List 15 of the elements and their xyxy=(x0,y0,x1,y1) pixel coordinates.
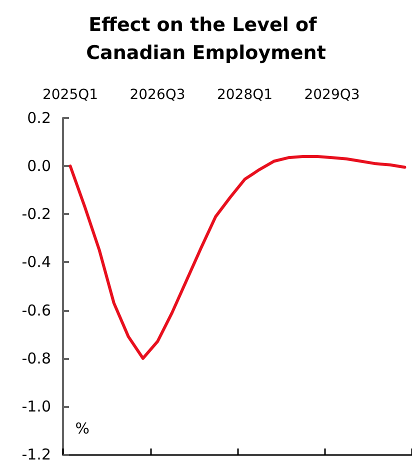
x-tick-label: 2026Q3 xyxy=(130,87,186,103)
x-tick-label: 2029Q3 xyxy=(304,87,360,103)
chart-title: Effect on the Level of Canadian Employment xyxy=(86,14,326,64)
y-tick-label: 0.2 xyxy=(27,109,51,127)
y-tick-label: -1.0 xyxy=(22,397,51,416)
y-tick-label: -0.8 xyxy=(22,349,51,368)
line-series xyxy=(68,154,406,360)
y-tick-label: -1.2 xyxy=(22,446,51,462)
y-axis-title: % xyxy=(75,419,90,438)
y-tick-label: -0.4 xyxy=(22,253,51,272)
x-tick-label: 2025Q1 xyxy=(42,87,98,103)
y-tick-label: 0.0 xyxy=(27,157,51,176)
y-tick-label: -0.6 xyxy=(22,301,51,320)
y-tick-label: -0.2 xyxy=(22,205,51,224)
x-tick-label: 2028Q1 xyxy=(216,87,273,103)
